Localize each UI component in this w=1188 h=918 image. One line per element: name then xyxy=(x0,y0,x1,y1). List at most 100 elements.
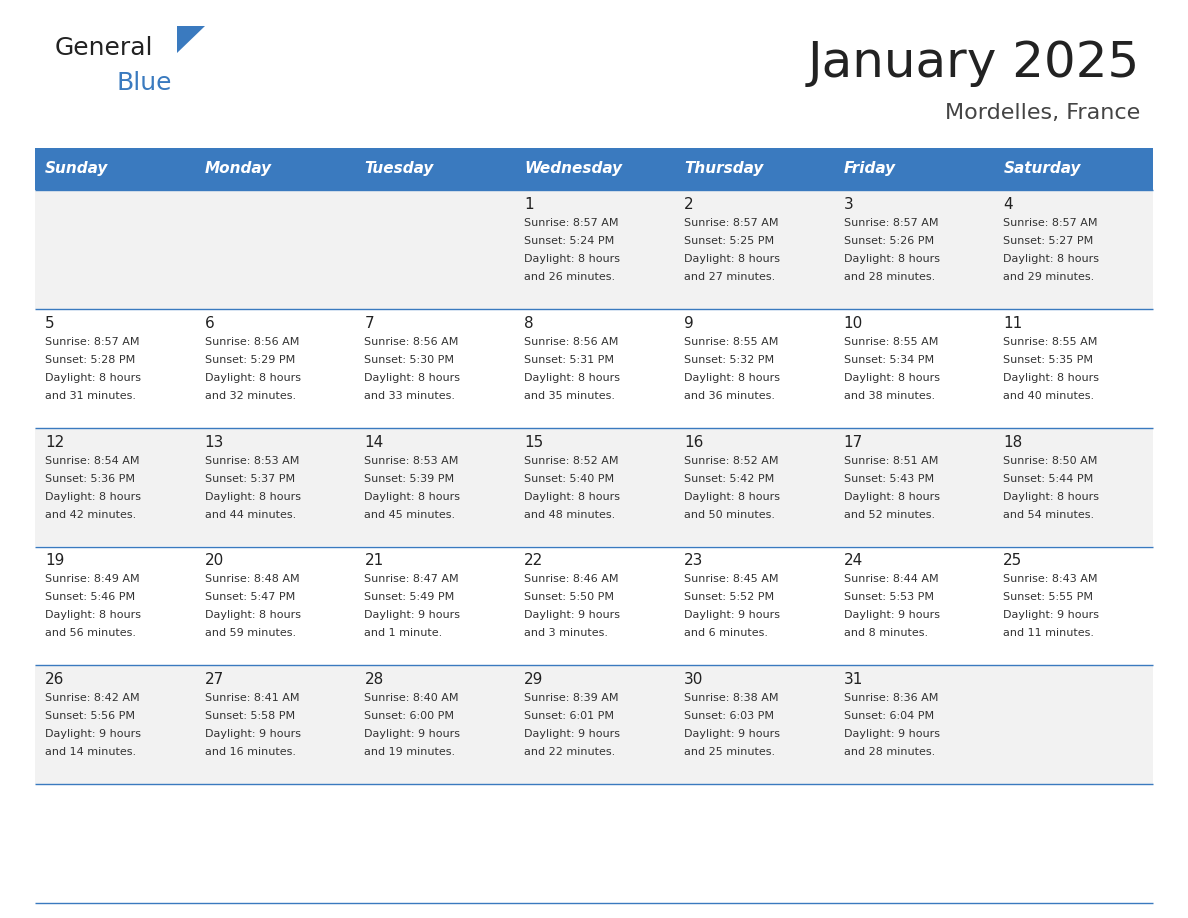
Text: Daylight: 8 hours: Daylight: 8 hours xyxy=(204,373,301,383)
Text: 7: 7 xyxy=(365,316,374,330)
Text: Sunset: 5:42 PM: Sunset: 5:42 PM xyxy=(684,474,775,484)
Text: 27: 27 xyxy=(204,672,225,688)
Text: and 31 minutes.: and 31 minutes. xyxy=(45,391,135,401)
Text: Sunrise: 8:52 AM: Sunrise: 8:52 AM xyxy=(524,455,619,465)
Text: Daylight: 8 hours: Daylight: 8 hours xyxy=(45,373,141,383)
Bar xyxy=(34,666,1154,784)
Text: General: General xyxy=(55,36,153,60)
Text: Sunrise: 8:47 AM: Sunrise: 8:47 AM xyxy=(365,575,459,585)
Text: 3: 3 xyxy=(843,197,853,212)
Text: Sunrise: 8:57 AM: Sunrise: 8:57 AM xyxy=(1004,218,1098,228)
Text: Sunrise: 8:55 AM: Sunrise: 8:55 AM xyxy=(684,337,778,347)
Text: 17: 17 xyxy=(843,434,862,450)
Text: Blue: Blue xyxy=(116,71,172,95)
Text: and 26 minutes.: and 26 minutes. xyxy=(524,272,615,282)
Text: Sunset: 6:00 PM: Sunset: 6:00 PM xyxy=(365,711,455,722)
Text: Sunrise: 8:39 AM: Sunrise: 8:39 AM xyxy=(524,693,619,703)
Text: Sunset: 6:04 PM: Sunset: 6:04 PM xyxy=(843,711,934,722)
Text: Daylight: 8 hours: Daylight: 8 hours xyxy=(684,254,779,264)
Text: Sunrise: 8:41 AM: Sunrise: 8:41 AM xyxy=(204,693,299,703)
Text: and 29 minutes.: and 29 minutes. xyxy=(1004,272,1094,282)
Text: Sunrise: 8:51 AM: Sunrise: 8:51 AM xyxy=(843,455,939,465)
Text: Sunrise: 8:57 AM: Sunrise: 8:57 AM xyxy=(843,218,939,228)
Text: and 19 minutes.: and 19 minutes. xyxy=(365,747,455,757)
Text: Daylight: 9 hours: Daylight: 9 hours xyxy=(45,729,141,739)
Text: 16: 16 xyxy=(684,434,703,450)
Text: Sunset: 5:40 PM: Sunset: 5:40 PM xyxy=(524,474,614,484)
Text: 21: 21 xyxy=(365,554,384,568)
Text: 10: 10 xyxy=(843,316,862,330)
Text: Sunset: 5:50 PM: Sunset: 5:50 PM xyxy=(524,592,614,602)
Text: Sunset: 5:29 PM: Sunset: 5:29 PM xyxy=(204,355,295,364)
Text: Sunset: 5:36 PM: Sunset: 5:36 PM xyxy=(45,474,135,484)
Text: and 14 minutes.: and 14 minutes. xyxy=(45,747,137,757)
Text: Daylight: 8 hours: Daylight: 8 hours xyxy=(684,373,779,383)
Text: Sunset: 5:27 PM: Sunset: 5:27 PM xyxy=(1004,236,1093,246)
Text: 23: 23 xyxy=(684,554,703,568)
Text: Sunset: 5:26 PM: Sunset: 5:26 PM xyxy=(843,236,934,246)
Text: Daylight: 9 hours: Daylight: 9 hours xyxy=(684,610,779,621)
Text: Daylight: 9 hours: Daylight: 9 hours xyxy=(843,610,940,621)
Bar xyxy=(34,784,1154,903)
Text: Sunrise: 8:40 AM: Sunrise: 8:40 AM xyxy=(365,693,459,703)
Text: Sunrise: 8:50 AM: Sunrise: 8:50 AM xyxy=(1004,455,1098,465)
Text: 31: 31 xyxy=(843,672,862,688)
Text: Daylight: 8 hours: Daylight: 8 hours xyxy=(204,610,301,621)
Text: Sunrise: 8:38 AM: Sunrise: 8:38 AM xyxy=(684,693,778,703)
Bar xyxy=(34,428,1154,546)
Text: Daylight: 8 hours: Daylight: 8 hours xyxy=(524,254,620,264)
Text: 18: 18 xyxy=(1004,434,1023,450)
Text: and 33 minutes.: and 33 minutes. xyxy=(365,391,455,401)
Text: Thursday: Thursday xyxy=(684,162,763,176)
Text: and 3 minutes.: and 3 minutes. xyxy=(524,629,608,639)
Text: and 35 minutes.: and 35 minutes. xyxy=(524,391,615,401)
Text: Sunrise: 8:52 AM: Sunrise: 8:52 AM xyxy=(684,455,778,465)
Text: Sunset: 5:43 PM: Sunset: 5:43 PM xyxy=(843,474,934,484)
Text: and 28 minutes.: and 28 minutes. xyxy=(843,747,935,757)
Text: Daylight: 9 hours: Daylight: 9 hours xyxy=(524,729,620,739)
Bar xyxy=(34,148,1154,190)
Text: Sunset: 5:44 PM: Sunset: 5:44 PM xyxy=(1004,474,1093,484)
Text: Daylight: 8 hours: Daylight: 8 hours xyxy=(524,492,620,501)
Text: 11: 11 xyxy=(1004,316,1023,330)
Text: Sunrise: 8:53 AM: Sunrise: 8:53 AM xyxy=(204,455,299,465)
Text: and 56 minutes.: and 56 minutes. xyxy=(45,629,135,639)
Text: and 28 minutes.: and 28 minutes. xyxy=(843,272,935,282)
Text: Daylight: 8 hours: Daylight: 8 hours xyxy=(524,373,620,383)
Text: Sunrise: 8:56 AM: Sunrise: 8:56 AM xyxy=(365,337,459,347)
Text: 24: 24 xyxy=(843,554,862,568)
Text: Mordelles, France: Mordelles, France xyxy=(944,103,1140,123)
Text: Sunset: 5:35 PM: Sunset: 5:35 PM xyxy=(1004,355,1093,364)
Bar xyxy=(34,190,1154,308)
Text: Sunrise: 8:42 AM: Sunrise: 8:42 AM xyxy=(45,693,140,703)
Text: Daylight: 8 hours: Daylight: 8 hours xyxy=(365,492,461,501)
Text: and 40 minutes.: and 40 minutes. xyxy=(1004,391,1094,401)
Text: Daylight: 8 hours: Daylight: 8 hours xyxy=(45,610,141,621)
Text: Sunrise: 8:56 AM: Sunrise: 8:56 AM xyxy=(204,337,299,347)
Text: Sunset: 5:28 PM: Sunset: 5:28 PM xyxy=(45,355,135,364)
Text: Sunset: 5:56 PM: Sunset: 5:56 PM xyxy=(45,711,135,722)
Text: Daylight: 8 hours: Daylight: 8 hours xyxy=(843,492,940,501)
Text: 20: 20 xyxy=(204,554,225,568)
Text: Monday: Monday xyxy=(204,162,272,176)
Text: Sunrise: 8:48 AM: Sunrise: 8:48 AM xyxy=(204,575,299,585)
Text: Friday: Friday xyxy=(843,162,896,176)
Text: and 25 minutes.: and 25 minutes. xyxy=(684,747,775,757)
Text: and 42 minutes.: and 42 minutes. xyxy=(45,509,137,520)
Text: Sunrise: 8:55 AM: Sunrise: 8:55 AM xyxy=(843,337,939,347)
Text: Sunset: 5:39 PM: Sunset: 5:39 PM xyxy=(365,474,455,484)
Text: and 45 minutes.: and 45 minutes. xyxy=(365,509,455,520)
Text: Sunset: 6:03 PM: Sunset: 6:03 PM xyxy=(684,711,773,722)
Text: Daylight: 8 hours: Daylight: 8 hours xyxy=(1004,254,1099,264)
Text: 29: 29 xyxy=(524,672,544,688)
Text: 2: 2 xyxy=(684,197,694,212)
Text: and 36 minutes.: and 36 minutes. xyxy=(684,391,775,401)
Text: and 8 minutes.: and 8 minutes. xyxy=(843,629,928,639)
Text: Sunrise: 8:55 AM: Sunrise: 8:55 AM xyxy=(1004,337,1098,347)
Text: 1: 1 xyxy=(524,197,533,212)
Text: 28: 28 xyxy=(365,672,384,688)
Text: 30: 30 xyxy=(684,672,703,688)
Text: and 59 minutes.: and 59 minutes. xyxy=(204,629,296,639)
Text: 22: 22 xyxy=(524,554,543,568)
Text: Sunset: 5:58 PM: Sunset: 5:58 PM xyxy=(204,711,295,722)
